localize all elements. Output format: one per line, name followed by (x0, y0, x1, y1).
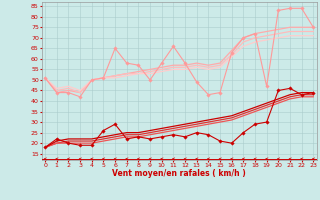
X-axis label: Vent moyen/en rafales ( km/h ): Vent moyen/en rafales ( km/h ) (112, 169, 246, 178)
